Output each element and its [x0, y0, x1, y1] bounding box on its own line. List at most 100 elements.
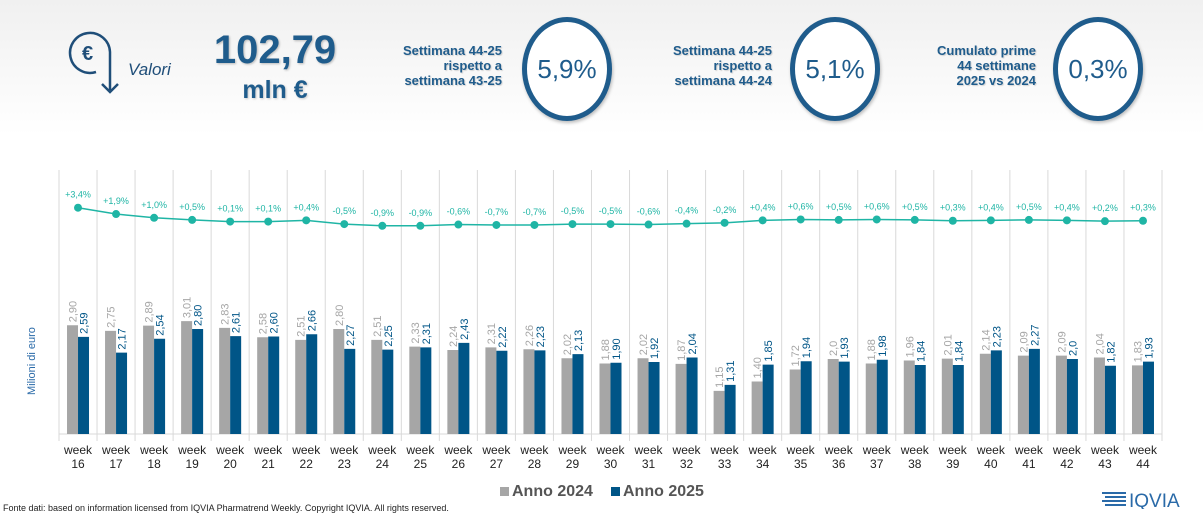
bar-2024	[713, 390, 725, 434]
bar-data-label-2025: 2,66	[307, 310, 319, 331]
bar-2025	[192, 329, 204, 434]
variation-data-label: +0,1%	[255, 204, 281, 214]
bar-data-label-2024: 2,0	[828, 341, 840, 356]
x-tick-label: week	[101, 443, 131, 457]
variation-data-label: +0,5%	[179, 202, 205, 212]
total-value: 102,79	[213, 28, 337, 72]
x-tick-label: week	[1128, 443, 1158, 457]
bar-data-label-2024: 2,02	[562, 334, 574, 355]
x-tick-label-number: 31	[642, 457, 656, 471]
variation-point	[150, 213, 159, 222]
variation-data-label: +0,3%	[1130, 203, 1156, 213]
x-tick-label: week	[900, 443, 930, 457]
bar-2025	[572, 354, 584, 434]
variation-point	[492, 220, 501, 229]
bar-2025	[648, 362, 660, 434]
bar-data-label-2025: 1,90	[611, 338, 623, 359]
x-tick-label: week	[1014, 443, 1044, 457]
bar-2024	[789, 369, 801, 434]
bar-data-label-2024: 3,01	[182, 297, 194, 318]
bar-data-label-2025: 2,54	[155, 314, 167, 335]
x-tick-label-number: 42	[1060, 457, 1074, 471]
variation-data-label: -0,7%	[523, 207, 547, 217]
x-tick-label: week	[177, 443, 207, 457]
bar-data-label-2025: 2,13	[573, 330, 585, 351]
variation-data-label: -0,6%	[447, 207, 471, 217]
x-tick-label-number: 29	[566, 457, 580, 471]
variation-data-label: +1,9%	[103, 196, 129, 206]
bar-data-label-2024: 1,88	[600, 339, 612, 360]
variation-data-label: -0,4%	[675, 206, 699, 216]
bar-data-label-2025: 1,93	[839, 337, 851, 358]
bar-2025	[800, 361, 812, 434]
valori-label: Valori	[128, 60, 171, 79]
x-tick-label: week	[291, 443, 321, 457]
bar-data-label-2025: 1,92	[649, 338, 661, 359]
bar-2024	[333, 329, 345, 434]
bar-2025	[990, 350, 1002, 434]
variation-data-label: +0,2%	[1092, 203, 1118, 213]
bar-2024	[219, 327, 231, 434]
x-tick-label: week	[862, 443, 892, 457]
variation-data-label: +0,4%	[293, 202, 319, 212]
bar-data-label-2025: 2,43	[459, 318, 471, 339]
variation-point	[948, 216, 957, 225]
legend-item-2025: Anno 2025	[611, 483, 704, 501]
variation-data-label: +0,6%	[864, 201, 890, 211]
variation-point	[226, 217, 235, 226]
x-tick-label-number: 28	[528, 457, 542, 471]
x-tick-label-number: 19	[185, 457, 199, 471]
bar-2024	[865, 363, 877, 434]
variation-data-label: -0,2%	[713, 205, 737, 215]
legend-swatch-2025	[611, 487, 620, 496]
kpi-circle-cumulative: 0,3%	[1053, 17, 1143, 121]
bar-2025	[420, 347, 432, 434]
variation-point	[112, 210, 121, 219]
bar-data-label-2025: 1,31	[725, 360, 737, 381]
variation-point	[644, 220, 653, 229]
variation-point	[1024, 215, 1033, 224]
source-footnote: Fonte dati: based on information license…	[3, 503, 449, 513]
variation-point	[454, 220, 463, 229]
variation-data-label: -0,5%	[561, 206, 585, 216]
x-tick-label-number: 32	[680, 457, 694, 471]
variation-data-label: -0,9%	[371, 208, 395, 218]
bar-data-label-2025: 1,85	[763, 340, 775, 361]
bar-data-label-2024: 2,14	[980, 329, 992, 350]
bar-2025	[268, 336, 280, 434]
x-tick-label-number: 39	[946, 457, 960, 471]
bar-2025	[116, 352, 128, 434]
bar-2024	[561, 358, 573, 434]
x-tick-label-number: 33	[718, 457, 732, 471]
bar-data-label-2024: 2,09	[1018, 331, 1030, 352]
bar-data-label-2025: 1,84	[953, 341, 965, 362]
variation-point	[340, 220, 349, 229]
bar-data-label-2025: 1,93	[1143, 337, 1155, 358]
x-tick-label: week	[595, 443, 625, 457]
x-tick-label: week	[253, 443, 283, 457]
x-tick-label-number: 24	[376, 457, 390, 471]
bar-2025	[686, 357, 698, 434]
x-tick-label-number: 43	[1098, 457, 1112, 471]
variation-data-label: +0,5%	[1016, 202, 1042, 212]
x-tick-label-number: 17	[109, 457, 123, 471]
x-tick-label-number: 23	[338, 457, 352, 471]
bar-data-label-2024: 1,83	[1132, 341, 1144, 362]
bar-data-label-2025: 2,80	[193, 305, 205, 326]
variation-point	[986, 216, 995, 225]
variation-data-label: +1,0%	[141, 200, 167, 210]
variation-point	[606, 220, 615, 229]
bar-data-label-2025: 1,98	[877, 335, 889, 356]
bar-data-label-2025: 2,04	[687, 333, 699, 354]
bar-2025	[78, 336, 90, 434]
bar-2024	[637, 358, 649, 434]
bar-data-label-2024: 1,88	[866, 339, 878, 360]
bar-2024	[1017, 355, 1029, 434]
bar-data-label-2024: 2,26	[524, 325, 536, 346]
variation-point	[872, 215, 881, 224]
x-tick-label: week	[672, 443, 702, 457]
x-tick-label: week	[748, 443, 778, 457]
x-tick-label-number: 40	[984, 457, 998, 471]
x-tick-label: week	[710, 443, 740, 457]
bar-data-label-2024: 2,83	[220, 303, 232, 324]
